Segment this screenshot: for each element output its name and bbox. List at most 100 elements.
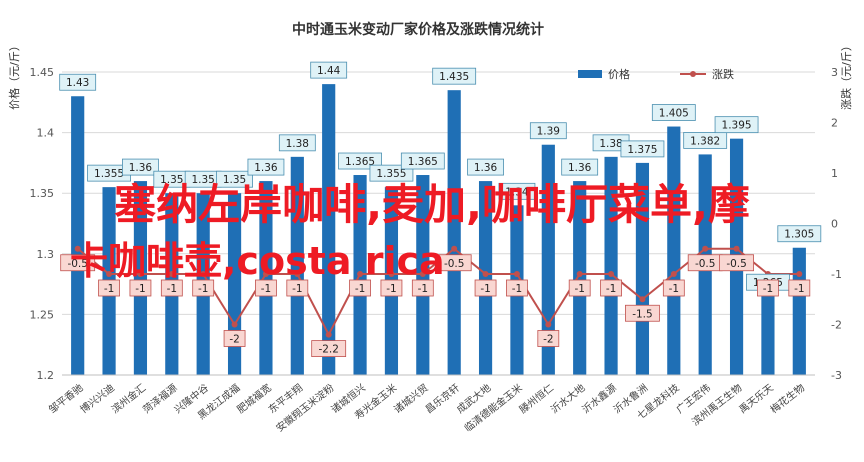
x-tick-labels: 邹平香驰博兴兴迪滨州金汇菏泽福源兴隆中谷黑龙江成福肥城福宽东平丰翔安徽翔玉米淀粉… [46,381,807,434]
line-label-box [286,279,309,297]
bar-label-box [467,158,504,176]
legend-line-label: 涨跌 [712,67,734,81]
bar-label-box [59,73,97,91]
legend: 价格 涨跌 [578,67,734,81]
line-point [74,245,81,252]
line-point [702,245,709,252]
bar [604,156,618,375]
bar-label-box [122,158,159,176]
line-value-label: -1 [794,283,804,295]
line-point [733,245,740,252]
line-point [419,271,426,277]
chart-title: 中时通玉米变动厂家价格及涨跌情况统计 [292,21,544,38]
bar-value-label: 1.35 [160,174,183,186]
line-labels: -0.5 -1 -1 -1 -1 -2 -1 -1 -2.2 -1 -1 -1 -0.5 -1 -1 -2 -1… [60,254,811,358]
bar [573,181,587,375]
line-point [231,321,238,328]
line-point [482,271,489,277]
line-point [137,271,144,277]
line-value-label: -1 [198,283,208,295]
x-tick-label: 滨州金汇 [109,381,149,416]
y-tick-label-right: 1 [831,167,838,180]
line-point [608,271,615,277]
y-tick-label-right: 3 [831,66,838,79]
bar-value-label: 1.36 [129,162,153,174]
line-value-label: -2 [229,334,239,346]
x-tick-label: 博兴兴迪 [77,381,117,416]
bar [478,181,493,375]
bar-value-label: 1.44 [317,65,341,77]
x-tick-label: 沂水大地 [548,381,588,416]
line-label-box [411,279,434,297]
bar-label-box [529,122,567,140]
line-value-label: -0.5 [444,258,465,270]
bar [322,84,336,376]
bar-value-label: 1.36 [568,162,592,174]
line-label-box [719,254,754,272]
line-value-label: -2 [543,334,553,346]
line-label-box [223,330,246,347]
line-value-label: -1 [669,283,679,295]
line-point [388,271,395,277]
line-point [262,271,269,277]
legend-bar-label: 价格 [608,67,630,81]
bar-value-label: 1.435 [439,71,469,83]
line-point [451,245,458,252]
bar-label-box [310,61,348,79]
line-value-label: -1 [261,283,271,295]
line-point [294,271,301,277]
line-point [513,271,520,277]
x-tick-label: 邹平香驰 [46,381,86,416]
bar-label-box [400,152,445,170]
line-label-box [568,279,591,297]
line-point [576,271,583,277]
line-label-box [537,330,560,347]
line-value-label: -1 [135,283,145,295]
bar-value-label: 1.34 [505,186,529,198]
line-label-box [436,254,472,272]
bar-value-label: 1.365 [345,156,375,168]
line-value-label: -0.5 [726,258,747,270]
line-label-box [255,279,277,297]
line-value-label: -1.5 [632,308,653,320]
bar [667,126,681,375]
y-tick-label-left: 1.45 [30,66,55,79]
x-tick-label: 沂水鑫源 [579,381,619,416]
x-tick-label: 诸城兴贸 [392,382,431,416]
overlay-text-line-1: 塞纳左岸咖啡,麦加,咖啡厅菜单,摩 [114,180,750,229]
y-axis-label-left: 价格（元/斤） [7,40,21,110]
line-label-box [757,279,779,297]
line-label-box [160,279,183,297]
bar-series [71,84,806,376]
bar-value-label: 1.405 [659,108,689,120]
line-value-label: -1 [606,283,616,295]
y-axis-label-right: 涨跌（元/斤） [839,40,853,110]
line-point [325,331,332,338]
legend-line-marker [690,71,696,77]
bar-value-label: 1.382 [690,135,720,147]
y-tick-label-right: -1 [831,268,842,281]
bar-value-label: 1.35 [191,174,214,186]
bar-label-box [714,116,759,134]
legend-bar-swatch [578,70,602,78]
bar-label-box [278,134,316,152]
y-tick-label-left: 1.35 [30,187,55,200]
bar [227,193,242,375]
y-tick-label-left: 1.3 [37,248,55,261]
line-label-box [60,254,96,272]
overlay-text-line-2: 卡咖啡壶,costa rica [70,239,445,283]
line-label-box [98,279,120,297]
line-value-label: -1 [763,283,773,295]
bar-value-label: 1.35 [223,174,246,186]
bar-label-box [651,104,696,121]
line-value-label: -1 [418,283,428,295]
line-value-label: -1 [480,283,490,295]
bar-value-label: 1.355 [94,168,124,180]
x-tick-label: 滕州恒仁 [517,381,557,416]
bar-label-box [620,140,665,158]
bar-labels: 1.43 1.355 1.36 1.35 1.35 1.35 1.36 1.38 1.44 1.3… [59,61,822,291]
bar-value-label: 1.38 [286,138,309,150]
line-point [545,321,552,328]
